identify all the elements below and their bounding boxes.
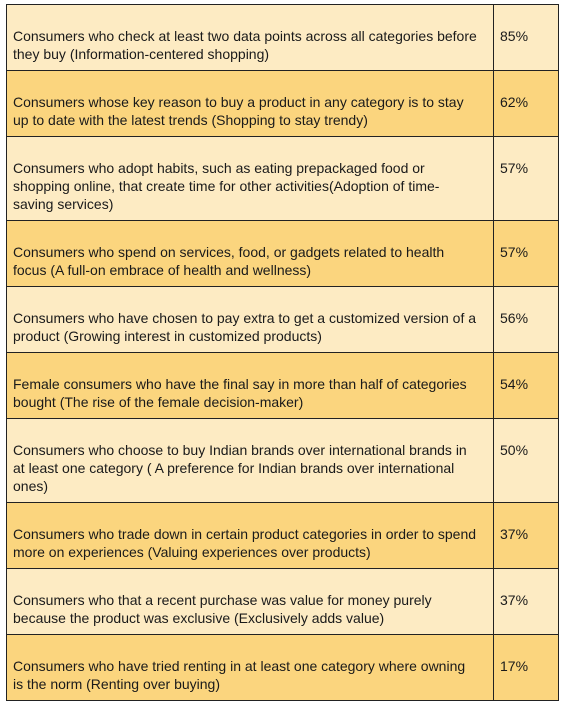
table-row: Female consumers who have the final say … <box>6 352 559 419</box>
row-percentage: 50% <box>493 418 559 503</box>
row-percentage: 57% <box>493 136 559 221</box>
row-description: Consumers who have tried renting in at l… <box>6 634 494 701</box>
table-row: Consumers who spend on services, food, o… <box>6 220 559 287</box>
row-description: Consumers who adopt habits, such as eati… <box>6 136 494 221</box>
row-percentage: 17% <box>493 634 559 701</box>
row-description: Consumers who that a recent purchase was… <box>6 568 494 635</box>
table-row: Consumers whose key reason to buy a prod… <box>6 70 559 137</box>
table-row: Consumers who choose to buy Indian brand… <box>6 418 559 503</box>
row-description: Consumers who choose to buy Indian brand… <box>6 418 494 503</box>
table-row: Consumers who that a recent purchase was… <box>6 568 559 635</box>
row-description: Consumers whose key reason to buy a prod… <box>6 70 494 137</box>
table-row: Consumers who have chosen to pay extra t… <box>6 286 559 353</box>
table-row: Consumers who have tried renting in at l… <box>6 634 559 701</box>
row-percentage: 62% <box>493 70 559 137</box>
row-percentage: 57% <box>493 220 559 287</box>
table-row: Consumers who trade down in certain prod… <box>6 502 559 569</box>
table-row: Consumers who check at least two data po… <box>6 4 559 71</box>
row-description: Consumers who trade down in certain prod… <box>6 502 494 569</box>
row-percentage: 37% <box>493 502 559 569</box>
consumer-trends-table: Consumers who check at least two data po… <box>6 4 559 701</box>
row-percentage: 56% <box>493 286 559 353</box>
row-description: Female consumers who have the final say … <box>6 352 494 419</box>
row-description: Consumers who check at least two data po… <box>6 4 494 71</box>
table-row: Consumers who adopt habits, such as eati… <box>6 136 559 221</box>
row-percentage: 37% <box>493 568 559 635</box>
row-description: Consumers who have chosen to pay extra t… <box>6 286 494 353</box>
row-description: Consumers who spend on services, food, o… <box>6 220 494 287</box>
row-percentage: 54% <box>493 352 559 419</box>
row-percentage: 85% <box>493 4 559 71</box>
